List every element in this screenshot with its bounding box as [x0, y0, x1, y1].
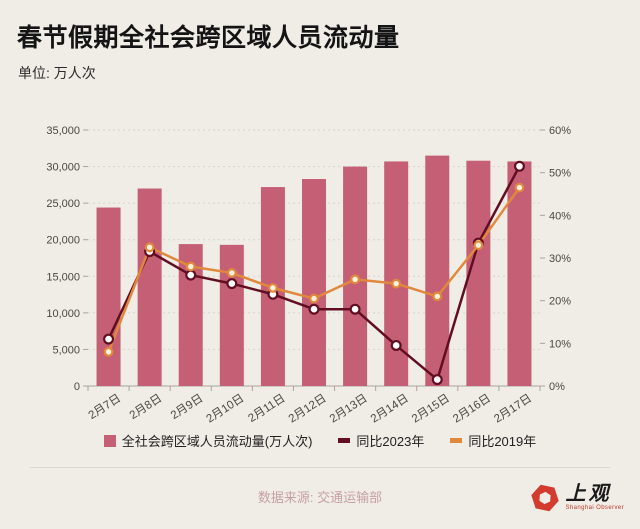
marker-同比2023年 [349, 303, 361, 315]
marker-同比2019年 [185, 261, 196, 272]
y-right-label: 40% [549, 210, 571, 222]
legend-item-yoy2019: 同比2019年 [450, 431, 536, 450]
logo-hexagon-icon [530, 484, 559, 512]
marker-同比2019年 [514, 182, 525, 193]
x-label: 2月12日 [287, 392, 329, 425]
marker-同比2023年 [513, 160, 525, 172]
y-left-label: 30,000 [46, 162, 80, 174]
y-right-label: 50% [549, 168, 571, 180]
x-label: 2月9日 [169, 392, 206, 422]
y-left-label: 20,000 [46, 235, 80, 247]
marker-同比2023年 [185, 269, 197, 281]
logo-en-text: Shanghai Observer [565, 505, 624, 511]
bar [137, 188, 162, 386]
x-label: 2月7日 [87, 392, 124, 422]
bar [219, 244, 244, 386]
shanghai-observer-logo: 上观 Shanghai Observer [529, 481, 625, 515]
y-right-label: 10% [549, 338, 571, 350]
y-right-label: 60% [549, 125, 571, 137]
x-label: 2月15日 [410, 392, 452, 425]
bar [425, 155, 450, 386]
marker-同比2019年 [226, 268, 237, 278]
y-left-label: 35,000 [46, 125, 80, 137]
x-label: 2月16日 [451, 392, 493, 425]
marker-同比2019年 [391, 278, 402, 289]
y-left-label: 0 [74, 381, 80, 393]
y-left-label: 5,000 [52, 344, 80, 356]
y-right-label: 20% [549, 296, 571, 308]
x-label: 2月11日 [246, 392, 287, 425]
marker-同比2019年 [432, 291, 443, 302]
marker-同比2023年 [103, 333, 115, 345]
legend-label: 同比2023年 [356, 434, 425, 449]
marker-同比2019年 [144, 242, 155, 253]
x-label: 2月13日 [328, 392, 370, 425]
x-label: 2月14日 [369, 392, 411, 425]
y-right-label: 30% [549, 253, 571, 265]
marker-同比2019年 [268, 282, 278, 293]
marker-同比2019年 [350, 274, 360, 285]
yoy2023-swatch-icon [338, 438, 351, 443]
marker-同比2023年 [431, 374, 443, 386]
data-source-text: 数据来源: 交通运输部 [257, 490, 383, 505]
unit-label: 单位: 万人次 [18, 65, 96, 81]
y-left-label: 10,000 [46, 308, 80, 320]
footer-divider [30, 467, 610, 468]
bar [96, 207, 121, 386]
logo-texts: 上观 Shanghai Observer [566, 483, 625, 511]
y-left-label: 15,000 [46, 271, 80, 283]
marker-同比2023年 [390, 339, 402, 351]
x-label: 2月10日 [205, 392, 247, 425]
legend-label: 同比2019年 [468, 434, 537, 449]
legend-label: 全社会跨区域人员流动量(万人次) [121, 434, 313, 449]
legend-item-yoy2023: 同比2023年 [338, 431, 424, 450]
marker-同比2023年 [308, 303, 320, 315]
legend-item-flow: 全社会跨区域人员流动量(万人次) [103, 431, 313, 450]
flow-swatch-icon [103, 434, 116, 447]
bar [507, 161, 532, 386]
marker-同比2019年 [103, 346, 114, 357]
marker-同比2019年 [473, 240, 484, 251]
y-right-label: 0% [549, 381, 565, 393]
page-title: 春节假期全社会跨区域人员流动量 [17, 24, 400, 52]
combo-chart: 0 5,000 10,000 15,000 20,000 25,000 30,000 35,0… [46, 125, 571, 425]
x-label: 2月8日 [128, 392, 165, 422]
legend: 全社会跨区域人员流动量(万人次) 同比2023年 同比2019年 [0, 431, 640, 450]
marker-同比2023年 [226, 278, 238, 290]
logo-cn-text: 上观 [565, 481, 612, 505]
bar [302, 179, 326, 386]
marker-同比2019年 [309, 293, 319, 304]
yoy2019-swatch-icon [450, 438, 463, 443]
y-left-label: 25,000 [46, 198, 80, 210]
x-label: 2月17日 [492, 392, 534, 425]
